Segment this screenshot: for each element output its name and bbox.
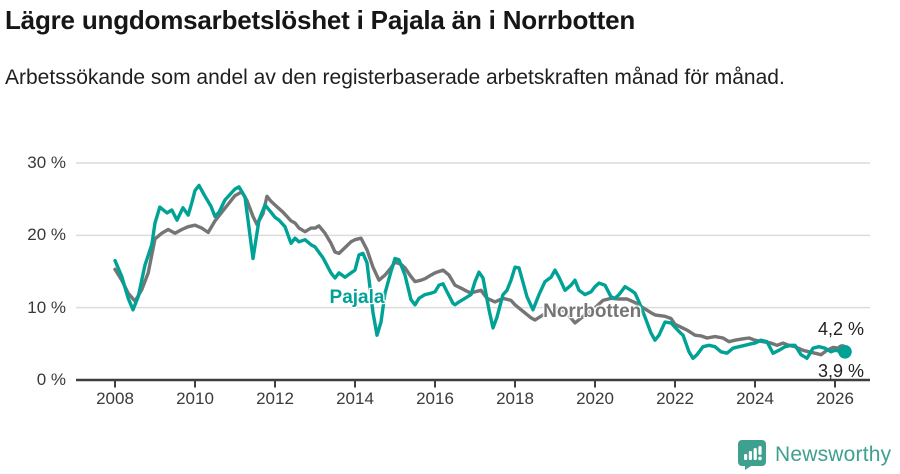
x-axis-tick-label: 2016 xyxy=(416,389,454,408)
x-axis-tick-label: 2008 xyxy=(96,389,134,408)
chart-subtitle: Arbetssökande som andel av den registerb… xyxy=(5,66,785,89)
series-end-dot-pajala xyxy=(838,344,852,359)
series-label-pajala: Pajala xyxy=(329,286,385,308)
x-axis-tick-label: 2010 xyxy=(176,389,214,408)
x-axis-tick-label: 2022 xyxy=(656,389,694,408)
x-axis-tick-label: 2014 xyxy=(336,389,374,408)
page-title: Lägre ungdomsarbetslöshet i Pajala än i … xyxy=(5,5,636,35)
y-axis-tick-label: 10 % xyxy=(27,297,66,317)
series-end-dot-norrbotten xyxy=(836,344,848,356)
newsworthy-logo-icon xyxy=(738,440,766,470)
y-axis-tick-label: 30 % xyxy=(27,153,66,172)
y-axis-tick-label: 0 % xyxy=(36,370,66,389)
x-axis-tick-label: 2018 xyxy=(496,389,534,408)
x-axis-tick-label: 2020 xyxy=(576,389,614,408)
y-axis-tick-label: 20 % xyxy=(27,225,66,245)
x-axis-tick-label: 2026 xyxy=(816,389,854,408)
brand-footer: Newsworthy xyxy=(737,439,891,470)
series-line-pajala xyxy=(113,183,847,360)
brand-name: Newsworthy xyxy=(775,442,892,466)
series-line-norrbotten xyxy=(113,190,844,357)
x-axis-tick-label: 2012 xyxy=(256,389,294,408)
series-end-value-norrbotten: 4,2 % xyxy=(817,318,864,339)
x-axis-tick-label: 2024 xyxy=(736,389,774,408)
series-end-value-pajala: 3,9 % xyxy=(817,360,864,381)
series-label-norrbotten: Norrbotten xyxy=(543,301,642,322)
